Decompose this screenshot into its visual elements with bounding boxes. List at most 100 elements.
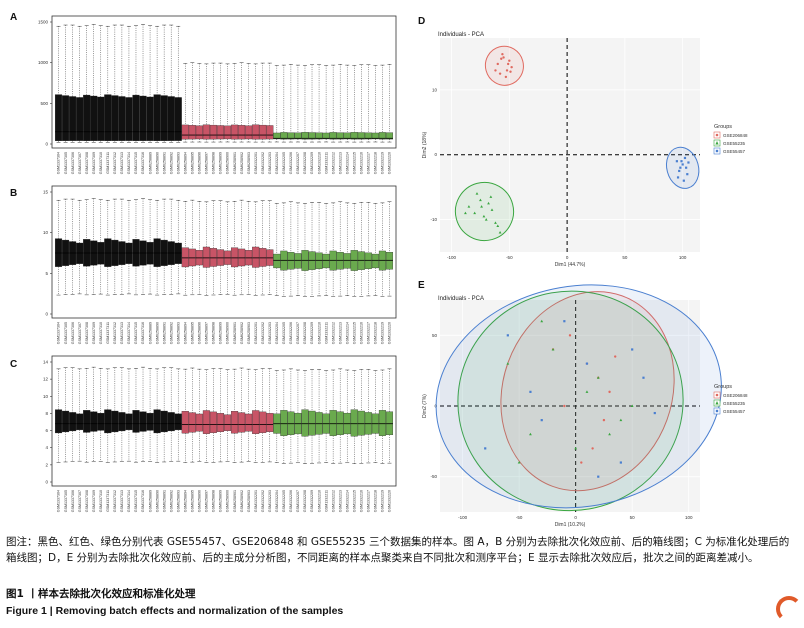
box [259, 124, 267, 140]
y-tick-label: 4 [45, 445, 48, 450]
sample-label: GSM6258889 [148, 152, 152, 174]
sample-label: GSM1332204 [275, 322, 279, 344]
box [231, 124, 239, 140]
box [223, 414, 232, 431]
sample-label: GSM1337313 [120, 152, 124, 174]
box [357, 410, 365, 436]
sample-label: GSM1337316 [141, 322, 145, 344]
data-point [563, 320, 566, 323]
sample-label: GSM6258891 [162, 490, 166, 512]
box [385, 252, 394, 270]
sample-label: GSM1337315 [134, 152, 138, 174]
box [357, 132, 365, 140]
data-point [506, 62, 510, 66]
box [280, 410, 288, 436]
x-axis-label: Dim1 (44.7%) [555, 262, 586, 268]
sample-label: GSM6258895 [191, 322, 195, 344]
box [111, 410, 119, 433]
sample-label: GSM1337316 [141, 490, 145, 512]
box [209, 248, 217, 267]
data-point [619, 461, 622, 464]
data-point [510, 65, 513, 69]
sample-label: GSM1332207 [296, 322, 300, 344]
sample-label: GSM1337314 [127, 152, 131, 174]
data-point [506, 362, 510, 365]
sample-label: GSM1337306 [71, 322, 75, 344]
sample-label: GSM1337314 [127, 322, 131, 344]
data-point [464, 211, 467, 215]
sample-label: GSM1332207 [296, 152, 300, 174]
legend-label: GSE206848 [723, 133, 748, 138]
box [231, 411, 239, 434]
box [245, 413, 253, 432]
box [195, 125, 203, 140]
box [167, 412, 175, 432]
data-point [490, 208, 494, 211]
panel-label-b: B [10, 188, 17, 199]
sample-label: GSM1337315 [134, 322, 138, 344]
sample-label: GSM1332211 [324, 490, 328, 512]
sample-label: GSM1337308 [85, 152, 89, 174]
data-point [475, 192, 479, 195]
figure-note: 图注：黑色、红色、绿色分别代表 GSE55457、GSE206848 和 GSE… [6, 536, 790, 564]
sample-label: GSM1332219 [381, 490, 385, 512]
sample-label: GSM1337310 [99, 152, 103, 174]
sample-label: GSM6258892 [169, 322, 173, 344]
box [132, 94, 140, 141]
box [216, 413, 225, 432]
box [202, 124, 210, 140]
box [364, 132, 372, 140]
box [188, 412, 196, 433]
sample-label: GSM6258898 [212, 152, 216, 174]
sample-label: GSM6258901 [233, 322, 237, 344]
sample-label: GSM1337305 [64, 152, 68, 174]
box [329, 132, 337, 140]
confidence-ellipse [665, 146, 700, 189]
y-tick-label: -50 [430, 474, 437, 479]
sample-label: GSM6258892 [169, 152, 173, 174]
confidence-ellipse [435, 284, 722, 509]
sample-label: GSM1332206 [289, 490, 293, 512]
sample-label: GSM6258902 [240, 152, 244, 174]
sample-label: GSM6258899 [219, 152, 223, 174]
sample-label: GSM6258903 [247, 490, 251, 512]
data-point [484, 447, 487, 450]
box [76, 97, 84, 141]
box [181, 247, 189, 268]
y-tick-label: 0 [45, 142, 48, 147]
box [202, 410, 210, 434]
sample-label: GSM6258899 [219, 322, 223, 344]
data-point [551, 347, 555, 351]
box [153, 94, 161, 141]
box [294, 132, 302, 140]
sample-label: GSM6258891 [162, 322, 166, 344]
sample-label: GSM1332201 [254, 152, 258, 174]
box [97, 96, 105, 141]
data-point [479, 198, 482, 202]
box [287, 411, 295, 436]
sample-label: GSM1337304 [57, 490, 61, 512]
sample-label: GSM1337308 [85, 490, 89, 512]
sample-label: GSM6258896 [198, 322, 202, 344]
box [350, 132, 358, 140]
sample-label: GSM6258892 [169, 490, 173, 512]
legend-label: GSE55235 [723, 141, 746, 146]
sample-label: GSM1332213 [338, 490, 342, 512]
box [238, 248, 246, 267]
sample-label: GSM1337307 [78, 322, 82, 344]
box [174, 413, 182, 431]
box [266, 413, 274, 432]
y-tick-label: 15 [43, 190, 49, 195]
box [287, 252, 295, 270]
data-point [506, 334, 509, 337]
data-point [653, 411, 656, 415]
box [132, 410, 140, 433]
box [238, 412, 246, 433]
box [160, 410, 168, 433]
box [139, 411, 147, 432]
sample-label: GSM1332218 [374, 152, 378, 174]
data-point [685, 166, 688, 169]
data-point [642, 376, 645, 379]
sample-label: GSM6258897 [205, 152, 209, 174]
data-point [591, 447, 594, 450]
